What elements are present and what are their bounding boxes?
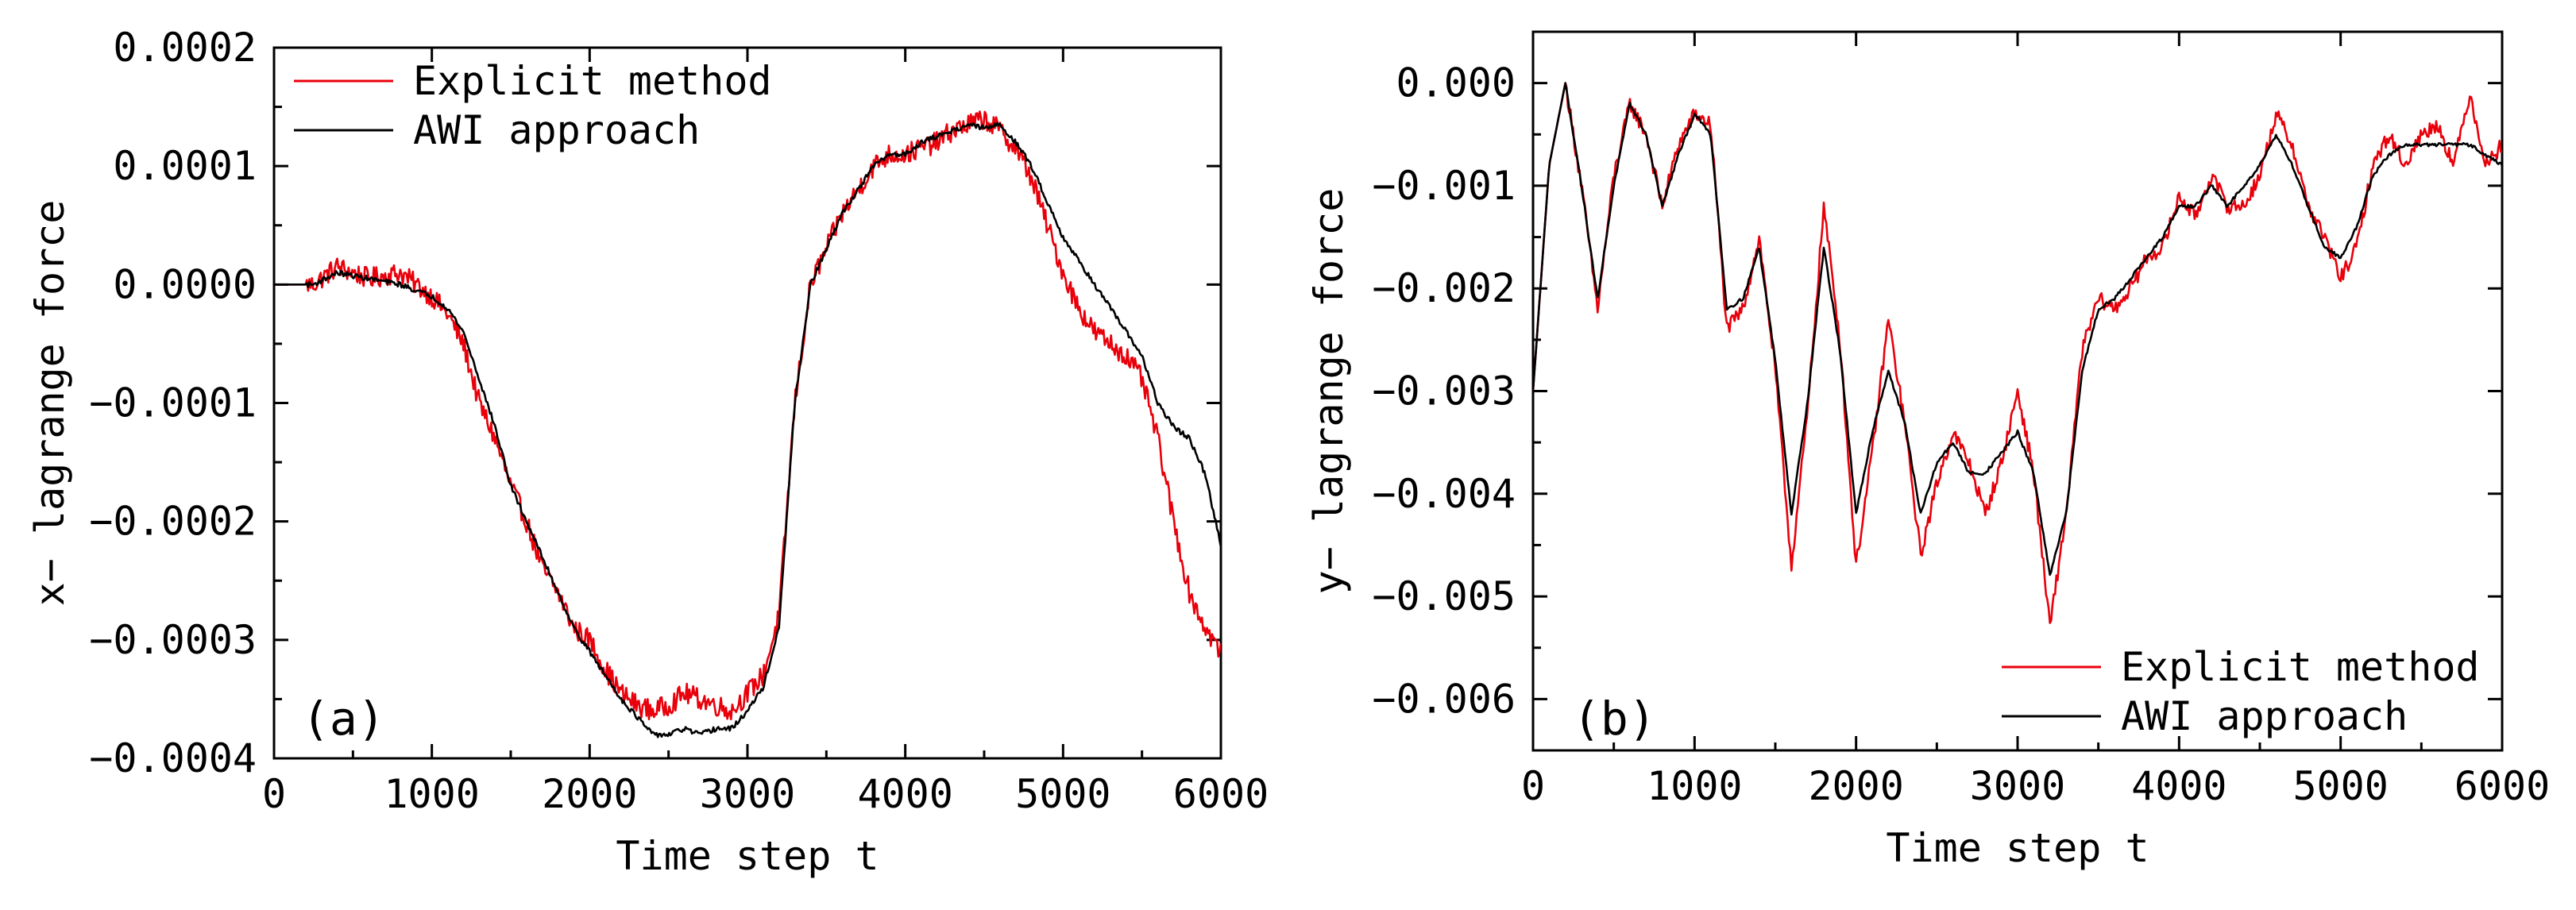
y-tick-label: 0.000 [1396,60,1516,106]
x-tick-label: 2000 [1808,763,1903,809]
y-tick-label: 0.0002 [113,25,257,71]
legend-label: Explicit method [413,58,772,104]
legend-label: AWI approach [413,107,700,153]
y-tick-label: −0.002 [1372,265,1516,311]
x-tick-label: 4000 [857,771,952,817]
legend-label: Explicit method [2121,644,2480,690]
y-tick-label: −0.0002 [89,499,257,545]
series-line-awi-approach [274,121,1221,738]
x-tick-label: 6000 [1173,771,1269,817]
x-tick-label: 3000 [700,771,795,817]
y-axis-title: y− lagrange force [1306,188,1352,595]
panel-label: (b) [1573,692,1656,746]
x-tick-label: 6000 [2454,763,2550,809]
plot-frame-a [272,46,1222,760]
x-axis-title: Time step t [1886,825,2149,871]
y-tick-label: −0.005 [1372,573,1516,619]
series-line-explicit-method [1533,82,2502,624]
x-tick-label: 1000 [384,771,479,817]
x-axis-title: Time step t [616,833,879,879]
y-tick-label: 0.0000 [113,261,257,307]
x-tick-label: 3000 [1970,763,2065,809]
y-tick-label: 0.0001 [113,143,257,189]
x-tick-label: 0 [262,771,286,817]
x-tick-label: 5000 [1015,771,1110,817]
y-tick-label: −0.0003 [89,617,257,663]
chart-b: 0 1000 2000 3000 4000 5000 6000 0.000 −0.001 −0.0… [1306,30,2550,871]
y-tick-label: −0.004 [1372,471,1516,517]
x-tick-label: 4000 [2131,763,2226,809]
x-tick-label: 0 [1521,763,1545,809]
y-tick-label: −0.001 [1372,163,1516,209]
y-tick-label: −0.0004 [89,735,257,781]
panel-label: (a) [302,692,385,746]
chart-a: 0 1000 2000 3000 4000 5000 6000 0.0002 0.0001 0.0… [27,25,1269,879]
y-tick-label: −0.006 [1372,676,1516,722]
series-line-explicit-method [274,110,1221,721]
x-tick-label: 5000 [2292,763,2388,809]
x-tick-label: 2000 [542,771,637,817]
x-tick-label: 1000 [1647,763,1742,809]
y-tick-label: −0.0001 [89,380,257,426]
legend-label: AWI approach [2121,693,2408,739]
series-line-awi-approach [1533,82,2502,576]
y-tick-label: −0.003 [1372,368,1516,415]
y-axis-title: x− lagrange force [27,200,73,607]
